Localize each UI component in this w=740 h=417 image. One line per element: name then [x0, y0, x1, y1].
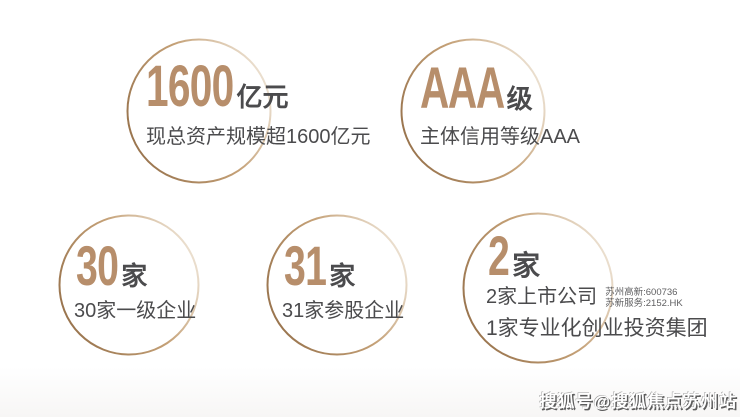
- circle-ring-icon: [126, 38, 272, 184]
- stat-value: AAA: [420, 56, 505, 121]
- stat-value: 2: [488, 224, 510, 287]
- stat-total-assets: 1600 亿元 现总资产规模超1600亿元: [126, 38, 426, 198]
- stat-unit: 亿元: [236, 82, 289, 112]
- stock-code-1: 苏州高新:600736: [605, 287, 678, 298]
- stat-value: 30: [76, 234, 119, 297]
- circle-ring-icon: [266, 214, 408, 356]
- stat-unit: 级: [506, 84, 533, 114]
- stat-unit: 家: [329, 261, 356, 291]
- stat-line1-row: 2家上市公司 苏州高新:600736 苏新服务:2152.HK: [486, 286, 683, 310]
- circle-ring-icon: [462, 212, 614, 364]
- stat-description-line1: 2家上市公司: [486, 286, 598, 308]
- stat-value: 1600: [146, 54, 234, 119]
- sohu-watermark: 搜狐号@搜狐焦点苏州站: [539, 392, 737, 411]
- stat-unit: 家: [121, 261, 148, 291]
- stat-value-row: 1600 亿元: [146, 58, 289, 116]
- stat-description: 主体信用等级AAA: [420, 126, 581, 148]
- stat-value-row: 2 家: [488, 228, 540, 284]
- stat-credit-rating: AAA 级 主体信用等级AAA: [400, 38, 700, 198]
- stat-description: 现总资产规模超1600亿元: [146, 126, 371, 148]
- stat-description: 31家参股企业: [282, 300, 405, 322]
- stat-shareholding-enterprises: 31 家 31家参股企业: [266, 214, 526, 374]
- stock-code-2: 苏新服务:2152.HK: [605, 298, 683, 310]
- stat-unit: 家: [512, 250, 541, 281]
- circle-ring-icon: [400, 38, 546, 184]
- stat-description: 30家一级企业: [74, 300, 197, 322]
- stat-value-row: 30 家: [76, 238, 147, 294]
- stat-value: 31: [284, 234, 327, 297]
- stat-tier1-enterprises: 30 家 30家一级企业: [58, 214, 318, 374]
- stat-value-row: 31 家: [284, 238, 355, 294]
- stat-value-row: AAA 级: [420, 60, 533, 118]
- stock-codes: 苏州高新:600736 苏新服务:2152.HK: [605, 287, 683, 310]
- stat-listed-companies: 2 家 2家上市公司 苏州高新:600736 苏新服务:2152.HK 1家专业…: [462, 212, 740, 382]
- stat-description-line2: 1家专业化创业投资集团: [486, 317, 708, 340]
- circle-ring-icon: [58, 214, 200, 356]
